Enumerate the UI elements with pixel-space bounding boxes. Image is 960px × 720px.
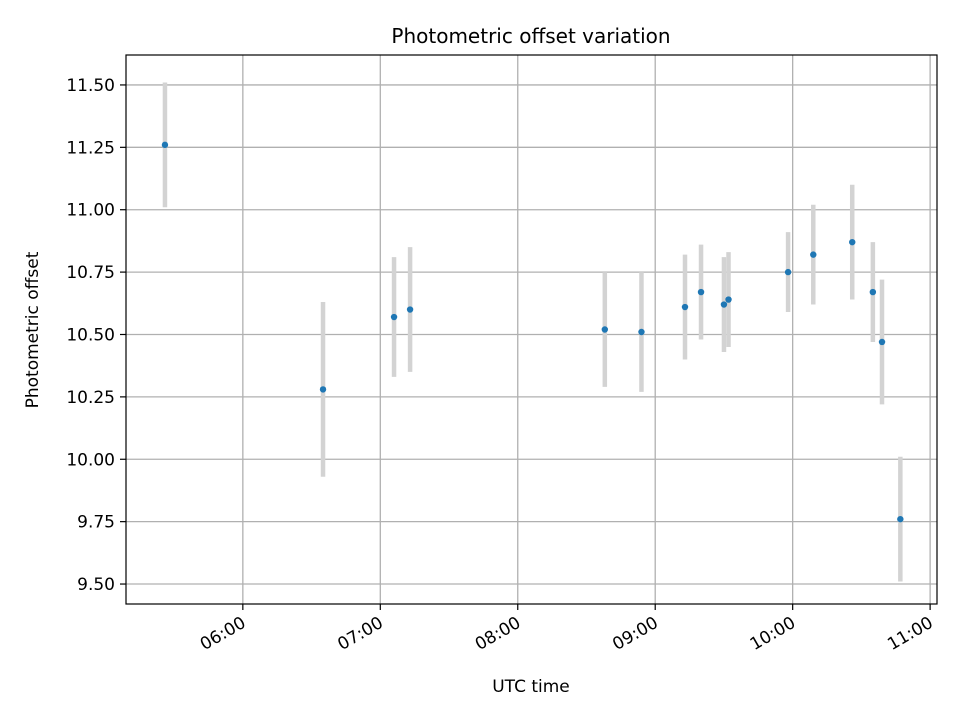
y-tick-label: 9.50 [77, 575, 115, 595]
data-point [878, 338, 886, 346]
data-point [601, 326, 609, 333]
data-point [869, 288, 877, 296]
plot-frame [125, 54, 938, 605]
y-tick-label: 10.75 [66, 263, 115, 283]
data-point [390, 313, 398, 321]
data-point [897, 515, 904, 523]
x-axis-label: UTC time [492, 677, 570, 697]
data-point [681, 303, 689, 311]
y-tick-label: 10.50 [66, 325, 115, 345]
data-point [849, 238, 856, 246]
chart-title: Photometric offset variation [391, 24, 670, 48]
data-point [697, 288, 705, 296]
y-axis-label: Photometric offset [23, 251, 43, 408]
data-point [161, 141, 169, 149]
y-tick-label: 11.00 [66, 201, 115, 221]
data-point [638, 328, 645, 336]
grid-layer [126, 55, 937, 604]
data-points [161, 141, 904, 523]
data-point [784, 268, 792, 276]
y-tick-label: 10.25 [66, 388, 115, 408]
data-point [725, 296, 732, 303]
y-tick-label: 11.25 [66, 138, 115, 158]
y-tick-label: 10.00 [66, 450, 115, 470]
data-point [720, 301, 728, 308]
data-point [319, 386, 327, 393]
data-point [406, 306, 414, 313]
data-point [810, 251, 817, 258]
y-tick-label: 11.50 [66, 76, 115, 96]
y-tick-label: 9.75 [77, 513, 115, 533]
